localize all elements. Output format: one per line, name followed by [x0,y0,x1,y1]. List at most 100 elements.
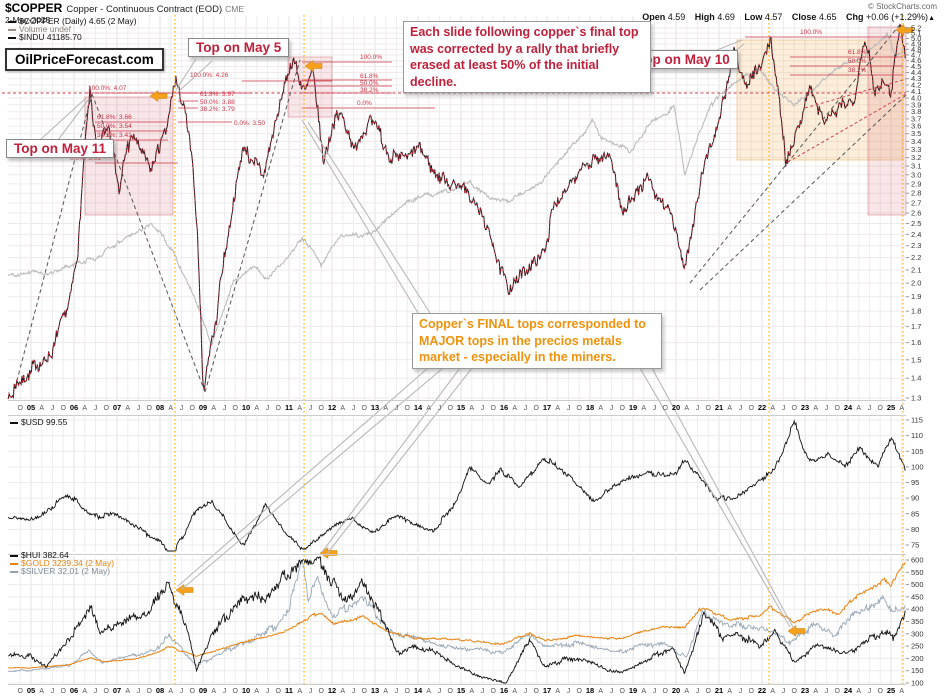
month-label: J [180,405,184,412]
callout-connector [177,367,429,587]
month-label: J [266,688,270,695]
axis-label: 4.8 [911,45,921,54]
usd-panel-legend: $USD 99.55 [10,418,67,426]
month-label: J [825,688,829,695]
axis-label: 80 [911,525,919,534]
axis-label: 300 [911,629,924,638]
orange-arrow-icon [787,625,806,637]
axis-label: 600 [911,556,924,565]
series-hui [8,556,906,684]
month-label: A [512,688,517,695]
month-label: J [94,688,98,695]
month-label: O [147,688,153,695]
callout-connector [321,367,461,553]
month-label: J [266,405,270,412]
axis-label: 500 [911,580,924,589]
axis-label: 5.1 [911,29,921,38]
axis-label: 4.9 [911,39,921,48]
month-label: A [211,688,216,695]
year-label: 15 [457,403,465,412]
axis-label: 550 [911,568,924,577]
open-label: Open [642,12,666,22]
year-label: 16 [500,686,508,695]
month-label: A [813,405,818,412]
hui-legend-item: $HUI 382.64 [10,551,114,559]
year-label: 10 [242,403,250,412]
month-label: O [18,405,24,412]
axis-label: 2.1 [911,266,921,275]
month-label: A [770,688,775,695]
year-label: 09 [199,403,207,412]
ohlc-row: Open 4.59 High 4.69 Low 4.57 Close 4.65 … [635,12,935,22]
axis-label: 3.7 [911,114,921,123]
line-icon [8,36,16,39]
month-label: O [104,688,110,695]
fib-label: 38.2% [360,87,379,94]
year-label: 08 [156,686,164,695]
callout-connector [651,367,795,630]
month-label: A [426,405,431,412]
month-label: O [534,405,540,412]
month-label: J [51,405,55,412]
high-label: High [694,12,715,22]
axis-label: 3.0 [911,170,921,179]
fib-label: 38.2% [848,67,867,74]
callout-connector [307,121,431,314]
month-label: J [180,688,184,695]
title-exchange: CME [225,4,245,14]
month-label: A [82,405,87,412]
fib-label: 61.8%: 3.97 [200,91,235,98]
year-label: 17 [543,403,551,412]
note-copper-corrections: Each slide following copper`s final top … [403,21,651,93]
month-label: J [309,688,313,695]
month-label: A [684,405,689,412]
month-label: J [395,688,399,695]
month-label: A [813,688,818,695]
axis-label: 100 [911,462,924,471]
year-label: 07 [113,686,121,695]
month-label: A [168,688,173,695]
year-label: 11 [285,403,293,412]
fib-label: 61.8% [848,49,867,56]
month-label: J [438,688,442,695]
axis-label: 200 [911,654,924,663]
axis-label: 3.2 [911,153,921,162]
month-label: J [524,688,528,695]
month-label: O [835,405,841,412]
highlight-region [867,26,907,216]
month-label: O [663,688,669,695]
month-label: J [653,405,657,412]
axis-label: 4.2 [911,81,921,90]
month-label: O [577,688,583,695]
axis-label: 4.1 [911,87,921,96]
callout-top-on-may-5: Top on May 5 [188,38,290,57]
month-label: O [749,688,755,695]
axis-label: 100 [911,679,924,688]
month-label: J [438,405,442,412]
close-label: Close [791,12,817,22]
axis-label: 1.9 [911,292,921,301]
volume-bars-icon [8,28,16,31]
month-label: J [653,688,657,695]
month-label: A [340,405,345,412]
year-label: 22 [758,403,766,412]
month-label: O [706,405,712,412]
fib-label: 100.0% [800,29,822,36]
fib-label: 61.8% [360,73,379,80]
month-label: A [39,688,44,695]
callout-top-on-may-10: Top on May 10 [629,50,738,69]
fib-label: 100.0%: 4.07 [88,85,127,92]
year-label: 19 [629,686,637,695]
year-label: 16 [500,403,508,412]
axis-label: 350 [911,617,924,626]
year-label: 19 [629,403,637,412]
month-label: A [426,688,431,695]
year-label: 05 [27,403,35,412]
chg-value: +0.06 (+1.29%) [866,12,929,22]
month-label: A [641,688,646,695]
month-label: O [448,405,454,412]
chart-header: $COPPER Copper - Continuous Contract (EOD… [5,1,244,15]
callout-connector [325,367,473,556]
orange-arrow-icon [895,24,914,36]
